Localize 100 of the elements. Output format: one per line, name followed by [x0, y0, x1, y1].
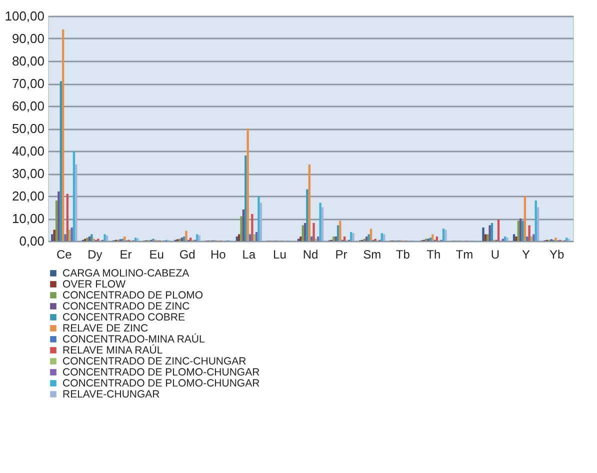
x-tick-label: Lu — [273, 248, 286, 262]
x-tick-label: La — [242, 248, 256, 262]
y-tick-label: 50,00 — [12, 121, 44, 136]
bar — [530, 236, 533, 241]
bar — [58, 192, 60, 241]
bar — [236, 236, 238, 241]
bar — [51, 234, 54, 241]
bar — [300, 236, 302, 241]
bar — [55, 200, 58, 241]
y-tick-label: 70,00 — [12, 76, 44, 91]
bar — [242, 210, 245, 241]
x-tick-label: Nd — [302, 248, 318, 262]
y-tick-label: 90,00 — [12, 31, 44, 46]
bar — [534, 200, 537, 241]
legend-label: RELAVE-CHUNGAR — [62, 388, 160, 400]
x-tick-label: Yb — [549, 248, 564, 262]
bar — [343, 236, 346, 241]
y-tick-label: 20,00 — [12, 188, 44, 204]
bar — [90, 234, 93, 241]
bar — [60, 81, 62, 241]
bar — [488, 225, 491, 241]
bar — [319, 202, 322, 241]
legend-label: CONCENTRADO COBRE — [62, 311, 186, 324]
bar — [304, 223, 306, 241]
legend-label: CONCENTRADO DE ZINC-CHUNGAR — [62, 355, 247, 368]
y-tick-label: 30,00 — [12, 166, 44, 181]
bar — [532, 234, 535, 241]
bar — [436, 236, 438, 241]
bar — [136, 238, 139, 241]
x-tick-label: Th — [426, 248, 441, 262]
y-tick-label: 100,00 — [4, 8, 44, 24]
bar — [251, 214, 254, 241]
bar — [310, 236, 313, 241]
bar — [444, 230, 447, 241]
x-tick-label: Sm — [363, 248, 382, 262]
bar — [124, 236, 126, 241]
y-tick-label: 80,00 — [12, 54, 44, 68]
legend-label: RELAVE MINA RAÚL — [62, 343, 163, 356]
bar — [490, 223, 494, 241]
x-tick-label: Dy — [88, 248, 102, 262]
legend-label: RELAVE DE ZINC — [62, 322, 148, 334]
bar — [240, 216, 242, 241]
bar — [366, 236, 368, 241]
bar — [308, 164, 310, 241]
bar — [321, 207, 324, 241]
bar — [302, 225, 304, 241]
bar — [88, 236, 91, 241]
bar — [75, 164, 78, 241]
x-tick-label: Er — [120, 248, 132, 262]
bar — [258, 196, 260, 241]
bar — [182, 236, 186, 241]
bar — [517, 220, 520, 241]
x-tick-label: U — [490, 248, 500, 262]
y-tick-label: 60,00 — [12, 98, 44, 114]
bar — [72, 151, 76, 241]
bar — [306, 189, 308, 241]
bar — [106, 235, 108, 241]
bar — [339, 220, 342, 241]
bar — [528, 225, 530, 241]
bar — [134, 238, 137, 241]
x-tick-label: Ce — [56, 248, 72, 262]
x-tick-label: Tm — [456, 248, 474, 262]
bar — [317, 236, 320, 241]
y-tick-label: 10,00 — [12, 211, 44, 226]
bar — [260, 202, 262, 241]
bar — [336, 225, 340, 241]
x-tick-label: Gd — [179, 248, 196, 262]
legend-label: CONCENTRADO DE PLOMO-CHUNGAR — [62, 377, 260, 390]
y-tick-label: 0,00 — [19, 234, 44, 248]
bar — [554, 238, 557, 241]
x-tick-label: Y — [522, 248, 530, 262]
bar — [515, 236, 518, 241]
bar — [506, 238, 508, 241]
legend-label: CONCENTRADO-MINA RAÚL — [62, 332, 206, 346]
bar — [497, 220, 500, 241]
x-tick-label: Pr — [335, 248, 348, 262]
bar — [255, 232, 258, 241]
bar — [185, 230, 188, 241]
bar — [504, 236, 506, 241]
legend-label: OVER FLOW — [62, 278, 126, 290]
bar — [526, 236, 528, 241]
bar — [53, 230, 56, 241]
bar — [62, 30, 64, 241]
bar — [380, 233, 383, 241]
bar — [244, 156, 247, 241]
bar — [368, 234, 370, 241]
legend-label: CONCENTRADO DE ZINC — [62, 300, 190, 312]
bar — [482, 228, 484, 241]
bar — [64, 234, 66, 241]
legend-label: CONCENTRADO DE PLOMO-CHUNGAR — [62, 366, 260, 378]
y-tick-label: 40,00 — [12, 144, 44, 158]
bar — [370, 228, 372, 241]
bar — [524, 196, 526, 241]
bar — [246, 128, 249, 241]
legend-label: CONCENTRADO DE PLOMO — [62, 289, 204, 302]
x-tick-label: Ho — [210, 248, 226, 262]
bar — [536, 207, 540, 241]
legend-label: CARGA MOLINO-CABEZA — [62, 267, 190, 280]
x-tick-label: Tb — [396, 248, 410, 262]
bar — [104, 234, 106, 241]
